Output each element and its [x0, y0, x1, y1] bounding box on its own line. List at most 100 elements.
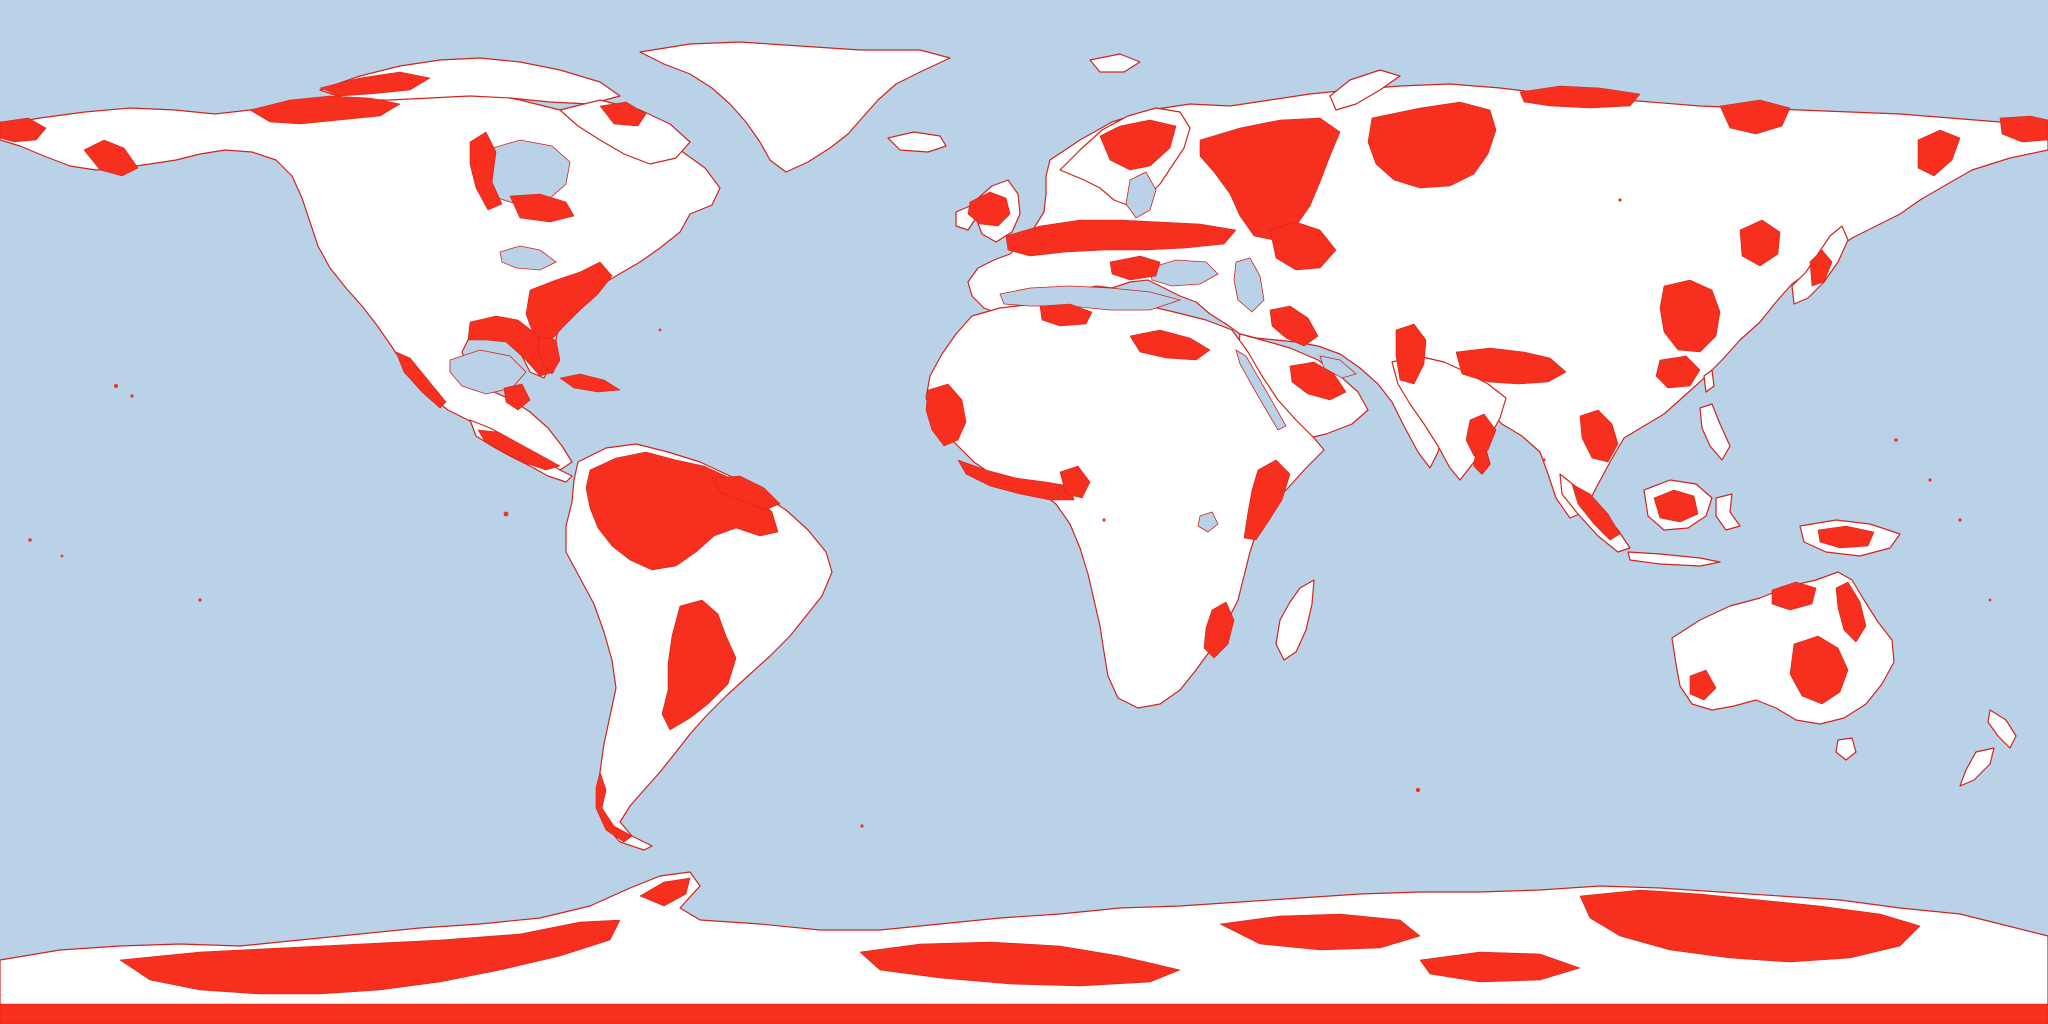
zone-mexico-west [395, 351, 447, 409]
zone-west-africa-coast [925, 383, 967, 447]
speck [1928, 478, 1932, 482]
zone-maghreb [1039, 303, 1093, 327]
zone-antarctica-peninsula [639, 877, 691, 907]
zone-far-east-coast [1999, 115, 2048, 143]
zone-sri-lanka [1473, 449, 1491, 475]
lake-black-sea [1149, 259, 1219, 287]
speck [1988, 598, 1992, 602]
landmass-tasmania [1835, 737, 1857, 761]
zone-east-africa-coast [1243, 459, 1291, 541]
zone-russia-west [1199, 117, 1341, 241]
speck [938, 428, 942, 432]
highlighted-zones [0, 71, 2048, 1024]
zone-mesopotamia [1269, 305, 1319, 347]
zone-patagonia-coast [595, 771, 633, 843]
zone-us-gulf-coast [467, 315, 555, 377]
zone-north-european-plain [1005, 219, 1237, 257]
zone-antarctica-weddell [859, 941, 1181, 987]
speck [503, 511, 509, 517]
zone-japan [1809, 249, 1833, 287]
zone-gulf-of-guinea [957, 459, 1075, 501]
speck [198, 598, 202, 602]
zone-nile [1129, 329, 1211, 361]
zone-antarctica-bottom-band [0, 1003, 2048, 1024]
zone-alaska-north [83, 139, 139, 177]
speck [1894, 438, 1898, 442]
lakes [449, 139, 1357, 533]
zone-mozambique [1203, 601, 1235, 659]
landmass-taiwan [1703, 369, 1715, 393]
lake-caspian [1233, 257, 1265, 313]
speck [1542, 458, 1546, 462]
speck [1958, 518, 1962, 522]
landmass-greenland [639, 41, 951, 173]
zone-antarctica-east-a [1219, 913, 1421, 951]
landmass-svalbard [1089, 53, 1141, 73]
landmass-sulawesi [1715, 493, 1741, 531]
zone-hudson-rim-west [469, 131, 503, 211]
zone-volga [1269, 221, 1337, 271]
landmass-new-zealand-south [1959, 747, 1995, 787]
speck [1618, 198, 1622, 202]
speck [114, 384, 118, 388]
lake-mediterranean [999, 285, 1182, 311]
landmass-novaya-zemlya [1329, 69, 1401, 111]
landmass-new-zealand-north [1987, 709, 2017, 749]
speck [1415, 787, 1421, 793]
zone-australia-north [1771, 581, 1817, 611]
zone-arctic-islands [319, 71, 431, 97]
zone-baffin [599, 101, 647, 127]
zone-antarctica-east-b [1579, 889, 1921, 963]
zone-scandinavia [1099, 119, 1177, 171]
zone-antarctica-west [119, 919, 621, 995]
zone-pampas [661, 599, 737, 731]
zone-guiana [711, 475, 781, 511]
zone-yucatan [503, 383, 531, 411]
zone-murray-darling [1789, 635, 1849, 705]
landmass-arctic-archipelago [319, 57, 621, 105]
zone-siberia-north-coast [1519, 85, 1641, 109]
zone-kamchatka [1917, 129, 1961, 177]
landmass-madagascar [1275, 579, 1315, 661]
zone-sumatra [1571, 483, 1621, 541]
zone-indus [1395, 323, 1427, 385]
zone-ganges [1455, 347, 1567, 385]
zone-hudson-rim-south [509, 193, 575, 223]
lake-persian-gulf [1319, 355, 1357, 379]
landmass-iceland [887, 131, 947, 153]
zone-australia-southwest [1689, 669, 1717, 701]
zone-manchuria [1739, 219, 1781, 267]
zone-west-siberia [1367, 101, 1497, 189]
zone-arabian-gulf-coast [1289, 361, 1347, 401]
zone-danube [1109, 255, 1161, 281]
zone-north-china-plain [1659, 279, 1721, 353]
zone-new-guinea [1817, 525, 1875, 549]
lake-victoria [1197, 511, 1219, 533]
zone-arctic-canada [249, 95, 401, 125]
speck [1102, 518, 1106, 522]
speck [28, 538, 32, 542]
scattered-specks [28, 198, 1992, 828]
zone-australia-east [1835, 581, 1867, 643]
zone-uk-ireland [967, 191, 1011, 227]
speck [60, 554, 64, 558]
zone-florida [537, 335, 561, 375]
zone-mekong [1579, 409, 1619, 463]
zone-alaska-west [0, 117, 47, 143]
lake-baltic [1125, 171, 1157, 219]
landmass-java [1627, 551, 1721, 567]
speck [658, 328, 662, 332]
zone-niger-delta [1059, 465, 1091, 499]
zone-lena [1719, 99, 1791, 135]
zone-caribbean-islands [559, 373, 621, 393]
speck [130, 394, 134, 398]
zone-south-china [1655, 355, 1701, 389]
lake-great-lakes [499, 245, 557, 271]
zone-antarctica-ross [1419, 951, 1581, 983]
zone-india-south [1465, 413, 1497, 457]
zone-borneo [1653, 489, 1699, 523]
zone-central-america [477, 429, 561, 471]
speck [860, 824, 864, 828]
lake-red-sea [1235, 349, 1287, 431]
